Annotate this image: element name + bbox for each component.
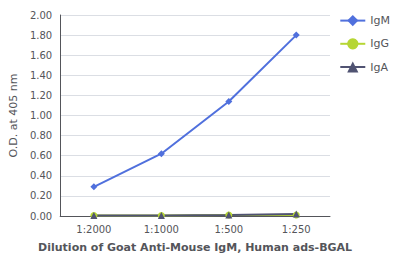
svg-text:0.40: 0.40 bbox=[30, 170, 52, 181]
svg-text:Dilution of Goat Anti-Mouse Ig: Dilution of Goat Anti-Mouse IgM, Human a… bbox=[38, 241, 352, 254]
svg-text:0.80: 0.80 bbox=[30, 130, 52, 141]
svg-text:IgG: IgG bbox=[370, 37, 389, 50]
svg-text:1.40: 1.40 bbox=[30, 70, 52, 81]
svg-text:1.20: 1.20 bbox=[30, 90, 52, 101]
svg-text:1.60: 1.60 bbox=[30, 50, 52, 61]
svg-text:1:1000: 1:1000 bbox=[144, 224, 179, 235]
svg-text:IgA: IgA bbox=[370, 61, 388, 74]
svg-text:IgM: IgM bbox=[370, 14, 390, 27]
svg-text:0.60: 0.60 bbox=[30, 150, 52, 161]
svg-text:2.00: 2.00 bbox=[30, 10, 52, 21]
svg-text:1.00: 1.00 bbox=[30, 110, 52, 121]
svg-text:1:500: 1:500 bbox=[214, 224, 243, 235]
svg-text:O.D. at 405 nm: O.D. at 405 nm bbox=[7, 74, 20, 158]
svg-text:1:250: 1:250 bbox=[282, 224, 311, 235]
svg-text:0.20: 0.20 bbox=[30, 190, 52, 201]
svg-text:0.00: 0.00 bbox=[30, 211, 52, 222]
svg-text:1:2000: 1:2000 bbox=[76, 224, 111, 235]
svg-text:1.80: 1.80 bbox=[30, 30, 52, 41]
